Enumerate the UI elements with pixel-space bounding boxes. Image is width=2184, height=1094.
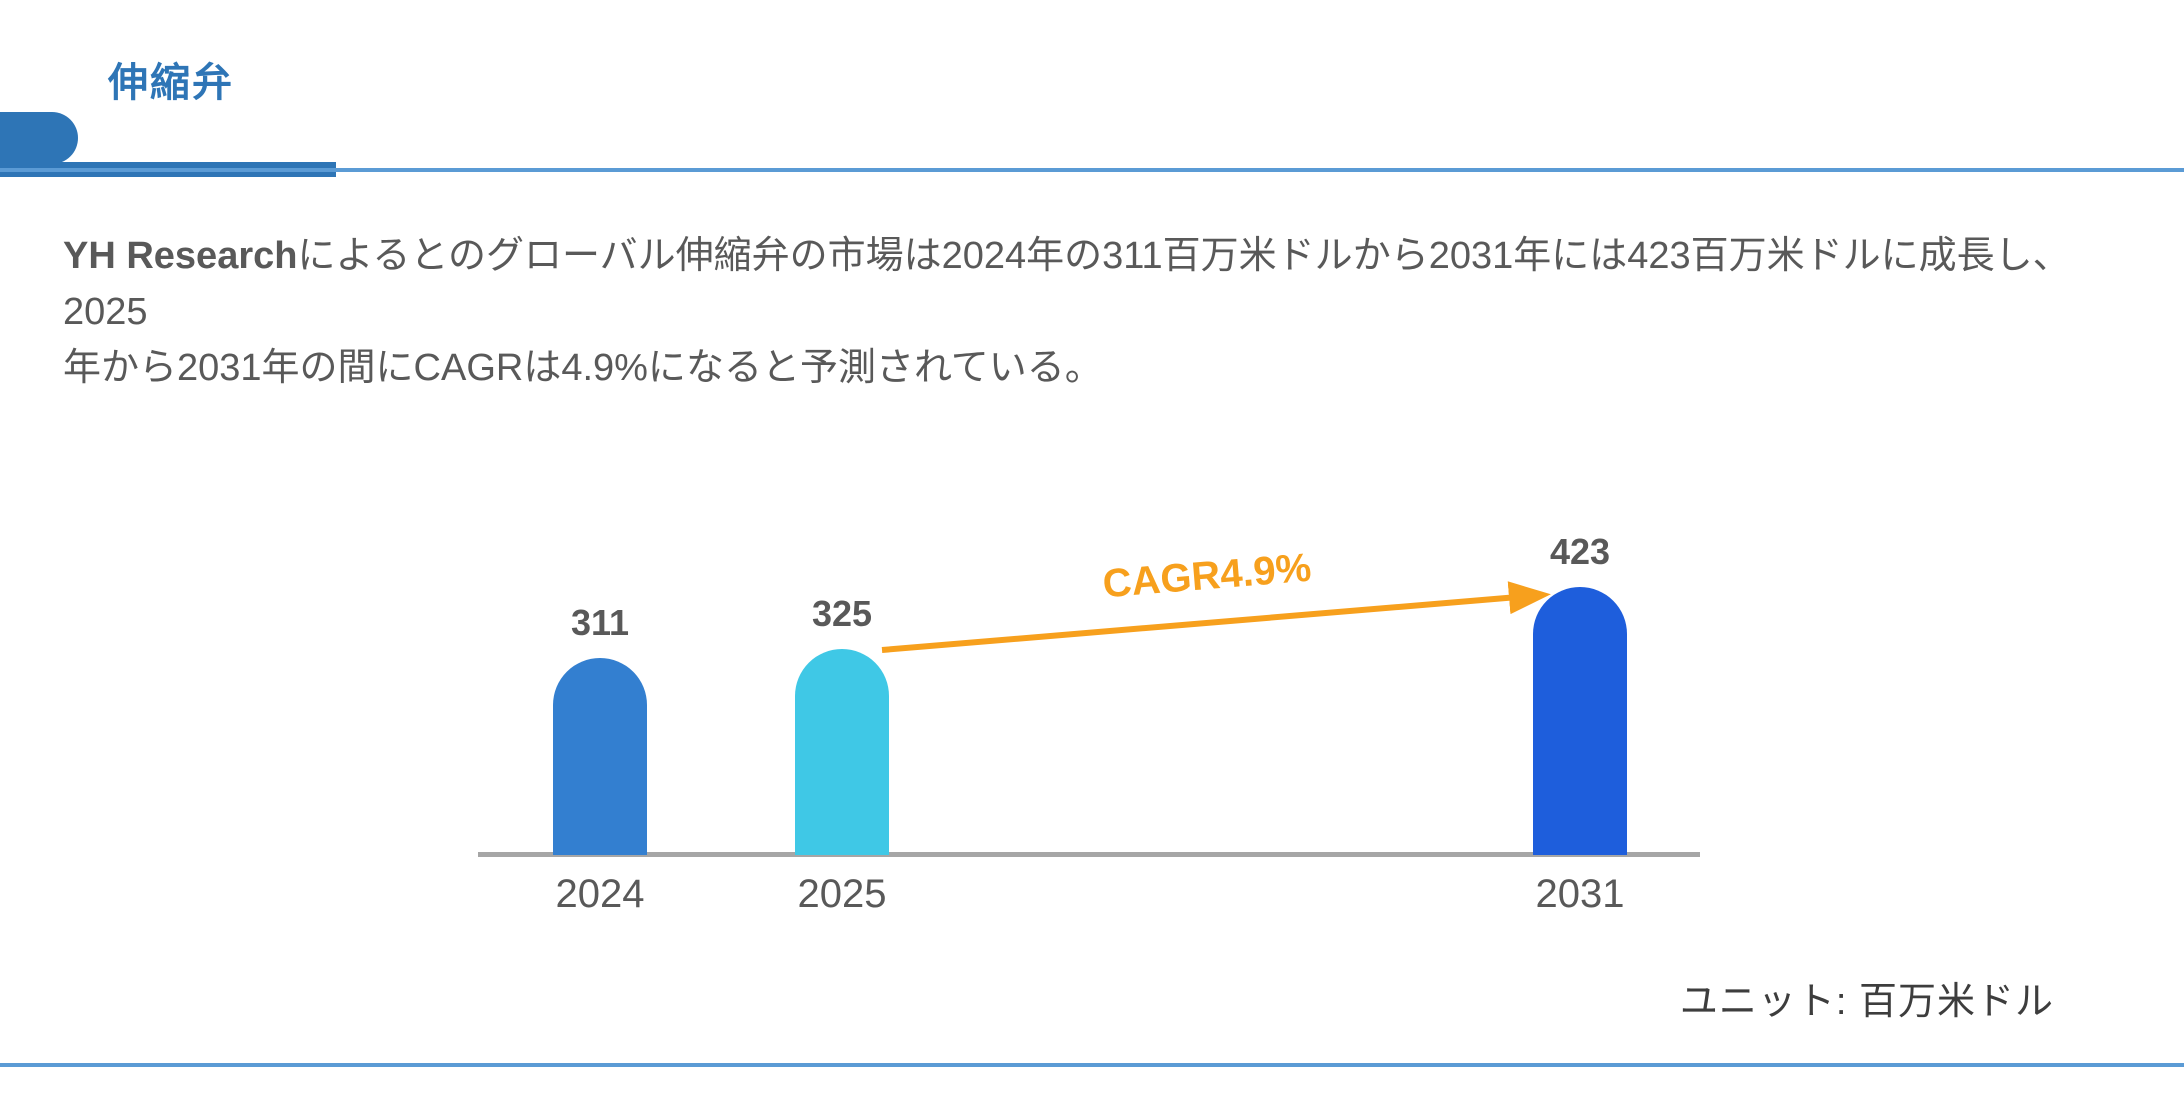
- footer-divider-line: [0, 1063, 2184, 1067]
- x-axis-line: [478, 852, 1700, 857]
- axis-label-2031: 2031: [1535, 872, 1625, 916]
- bar-2031: [1533, 587, 1627, 855]
- bar-2025: [795, 649, 889, 855]
- value-label-2025: 325: [811, 593, 873, 634]
- summary-line-1-text: によるとのグローバル伸縮弁の市場は2024年の311百万米ドルから2031年には…: [63, 235, 2071, 333]
- axis-label-2025: 2025: [797, 872, 887, 916]
- title-tab-shape: [0, 112, 78, 164]
- cagr-arrow: [881, 581, 1551, 653]
- bar-2024: [553, 658, 647, 855]
- summary-source-name: YH Research: [63, 235, 298, 277]
- unit-label: ユニット: 百万米ドル: [1679, 981, 2054, 1023]
- market-chart: 311 2024 325 2025 423 2031 CAGR4.9%: [478, 500, 1700, 940]
- page-title: 伸縮弁: [108, 61, 234, 105]
- summary-line-2: 年から2031年の間にCAGRは4.9%になると予測されている。: [63, 347, 1103, 389]
- value-label-2024: 311: [570, 602, 630, 643]
- header-divider-line: [0, 168, 2184, 172]
- axis-label-2024: 2024: [555, 872, 645, 916]
- market-summary: YH Researchによるとのグローバル伸縮弁の市場は2024年の311百万米…: [63, 228, 2133, 396]
- value-label-2031: 423: [1549, 531, 1611, 572]
- summary-line-1: YH Researchによるとのグローバル伸縮弁の市場は2024年の311百万米…: [63, 228, 2133, 340]
